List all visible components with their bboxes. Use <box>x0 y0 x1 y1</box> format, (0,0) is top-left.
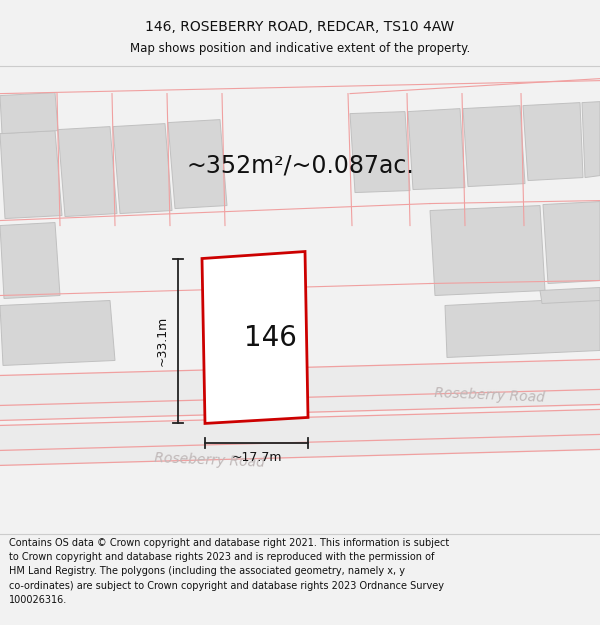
Polygon shape <box>408 109 465 189</box>
Polygon shape <box>445 298 600 358</box>
Polygon shape <box>168 119 227 209</box>
Text: to Crown copyright and database rights 2023 and is reproduced with the permissio: to Crown copyright and database rights 2… <box>9 552 434 562</box>
Text: Map shows position and indicative extent of the property.: Map shows position and indicative extent… <box>130 42 470 55</box>
Polygon shape <box>0 359 600 421</box>
Polygon shape <box>0 131 62 219</box>
Text: ~17.7m: ~17.7m <box>231 451 282 464</box>
Polygon shape <box>0 92 58 134</box>
Polygon shape <box>202 251 308 423</box>
Text: co-ordinates) are subject to Crown copyright and database rights 2023 Ordnance S: co-ordinates) are subject to Crown copyr… <box>9 581 444 591</box>
Polygon shape <box>523 102 583 181</box>
Polygon shape <box>0 222 60 299</box>
Text: ~33.1m: ~33.1m <box>155 316 169 366</box>
Text: 100026316.: 100026316. <box>9 595 67 605</box>
Text: Roseberry Road: Roseberry Road <box>154 451 266 470</box>
Text: 146, ROSEBERRY ROAD, REDCAR, TS10 4AW: 146, ROSEBERRY ROAD, REDCAR, TS10 4AW <box>145 20 455 34</box>
Polygon shape <box>543 201 600 284</box>
Text: Contains OS data © Crown copyright and database right 2021. This information is : Contains OS data © Crown copyright and d… <box>9 538 449 548</box>
Text: HM Land Registry. The polygons (including the associated geometry, namely x, y: HM Land Registry. The polygons (includin… <box>9 566 405 576</box>
Polygon shape <box>58 127 117 216</box>
Polygon shape <box>113 124 172 214</box>
Polygon shape <box>430 206 545 296</box>
Polygon shape <box>540 288 600 304</box>
Polygon shape <box>350 112 410 192</box>
Text: ~352m²/~0.087ac.: ~352m²/~0.087ac. <box>186 154 414 178</box>
Polygon shape <box>0 409 600 466</box>
Text: 146: 146 <box>244 324 296 352</box>
Text: Roseberry Road: Roseberry Road <box>434 386 545 405</box>
Polygon shape <box>582 102 600 178</box>
Polygon shape <box>463 106 525 186</box>
Polygon shape <box>0 301 115 366</box>
